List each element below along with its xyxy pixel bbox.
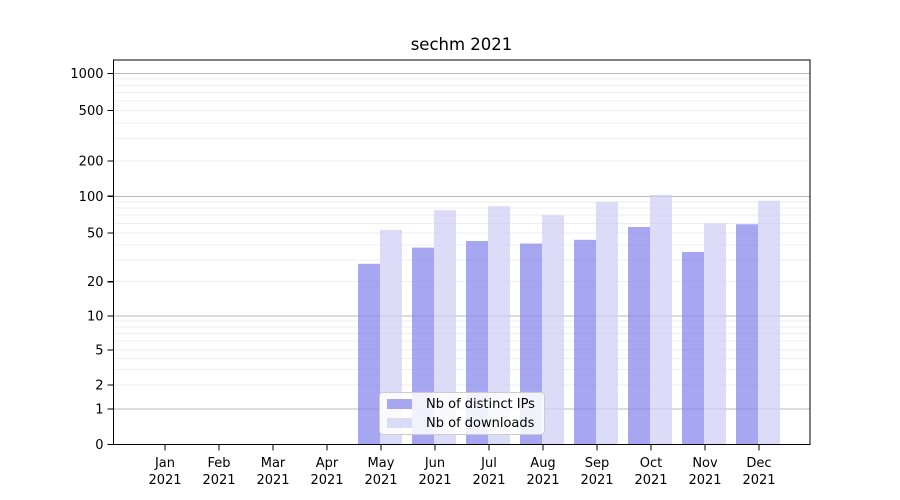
bar-downloads-7 [542,215,564,445]
x-tick-label: Aug 2021 [526,456,559,488]
plot-border [112,59,811,446]
x-tick-label: Jan 2021 [148,456,181,488]
y-tick-label: 50 [87,227,104,242]
x-tick-label: Mar 2021 [256,456,289,488]
bar-distinct-ips-9 [628,226,650,445]
bar-distinct-ips-10 [682,251,704,445]
bar-downloads-6 [488,206,510,445]
x-tick-label: Sep 2021 [580,456,613,488]
y-tick-label: 0 [95,438,103,453]
x-tick-label: Apr 2021 [310,456,343,488]
legend-label-downloads: Nb of downloads [426,415,535,431]
y-tick-label: 10 [87,310,104,325]
y-tick-label: 200 [79,155,104,170]
y-tick-label: 100 [79,190,104,205]
x-tick-label: May 2021 [364,456,397,488]
bar-distinct-ips-11 [736,224,758,445]
legend: Nb of distinct IPs Nb of downloads [379,392,545,435]
bar-downloads-8 [596,201,618,445]
bar-downloads-9 [650,194,672,445]
y-tick-label: 20 [87,275,104,290]
y-tick-label: 5 [95,344,103,359]
bar-distinct-ips-4 [358,263,380,445]
bar-distinct-ips-8 [574,239,596,445]
legend-label-distinct-ips: Nb of distinct IPs [426,396,535,412]
x-tick-label: Jun 2021 [418,456,451,488]
x-tick-label: Oct 2021 [634,456,667,488]
legend-item: Nb of distinct IPs [380,397,544,412]
bar-downloads-10 [704,223,726,445]
x-tick-label: Dec 2021 [742,456,775,488]
bar-downloads-11 [758,200,780,445]
legend-swatch-downloads-icon [387,418,412,428]
y-tick-label: 1000 [70,67,103,82]
chart-title: sechm 2021 [410,35,513,54]
legend-item: Nb of downloads [380,416,544,431]
y-tick-label: 1 [95,403,103,418]
x-tick-label: Jul 2021 [472,456,505,488]
x-tick-label: Nov 2021 [688,456,721,488]
y-tick-label: 2 [95,379,103,394]
y-tick-label: 500 [79,104,104,119]
bar-downloads-4 [380,229,402,445]
x-tick-label: Feb 2021 [202,456,235,488]
bar-downloads-5 [434,210,456,445]
legend-swatch-distinct-ips-icon [387,399,412,409]
